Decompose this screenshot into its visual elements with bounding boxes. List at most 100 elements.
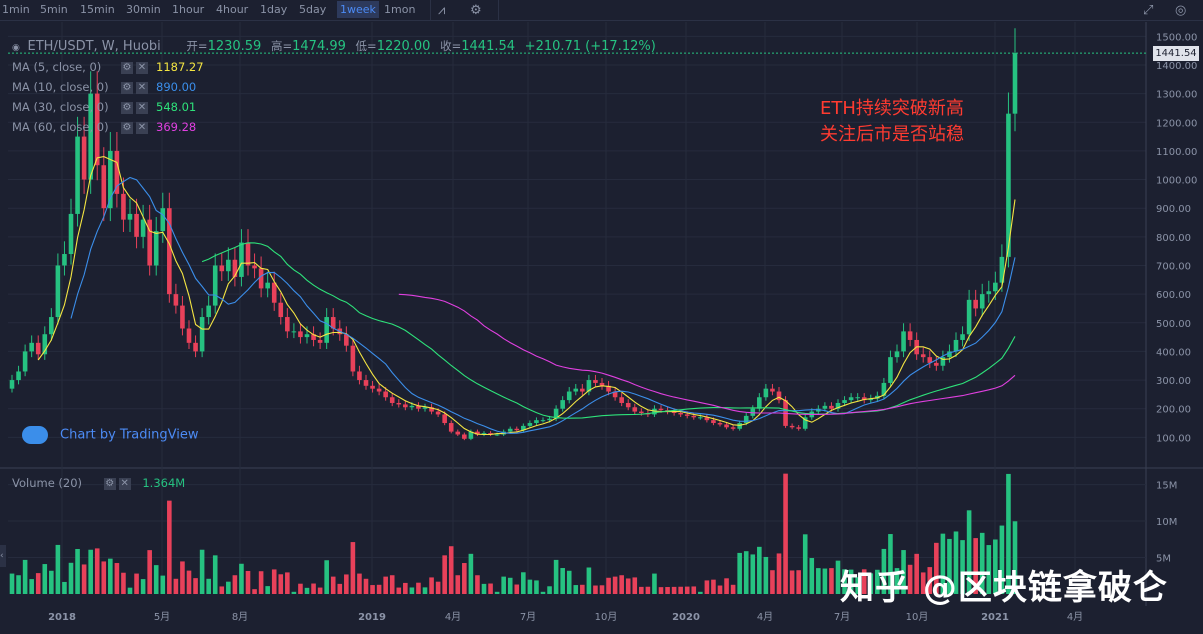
symbol-collapse-icon[interactable]: ◉: [12, 43, 20, 53]
timeframe-1day[interactable]: 1day: [260, 3, 288, 16]
volume-bar: [409, 587, 415, 594]
volume-bar: [127, 587, 133, 594]
volume-tick-label: 5M: [1156, 554, 1171, 565]
timeframe-1mon[interactable]: 1mon: [384, 3, 416, 16]
candle: [193, 342, 198, 352]
candle: [829, 405, 834, 409]
volume-bar: [298, 583, 303, 594]
timeframe-toolbar: 1min 5min 15min 30min 1hour 4hour 1day 5day 1wee…: [0, 0, 1203, 21]
volume-bar: [186, 570, 192, 594]
candle: [468, 431, 474, 439]
candle: [285, 317, 290, 332]
volume-bar: [311, 583, 316, 594]
volume-bar: [534, 580, 539, 594]
volume-bar: [901, 550, 906, 594]
settings-icon[interactable]: ⚙: [470, 3, 482, 18]
candle: [219, 265, 225, 272]
volume-bar: [173, 578, 179, 594]
close-icon[interactable]: ✕: [136, 101, 148, 114]
volume-bar: [907, 564, 913, 594]
time-tick-label: 4月: [445, 611, 461, 623]
settings-icon[interactable]: ⚙: [121, 101, 133, 114]
candle: [389, 397, 395, 403]
volume-bar: [527, 579, 533, 594]
candle: [684, 414, 690, 416]
timeframe-30min[interactable]: 30min: [126, 3, 161, 16]
candle: [521, 425, 526, 431]
timeframe-1week[interactable]: 1week: [337, 1, 379, 18]
volume-bar: [108, 558, 113, 594]
indicator-icon[interactable]: ⩘: [438, 3, 446, 18]
candle: [416, 405, 421, 409]
volume-bar: [245, 570, 251, 594]
volume-bar: [625, 578, 631, 594]
time-tick-label: 8月: [232, 611, 248, 623]
volume-bar: [337, 583, 343, 594]
settings-icon[interactable]: ⚙: [121, 81, 133, 94]
volume-bar: [403, 582, 408, 594]
settings-icon[interactable]: ⚙: [103, 477, 116, 490]
candle: [49, 317, 54, 335]
settings-icon[interactable]: ⚙: [121, 121, 133, 134]
volume-bar: [265, 586, 270, 594]
volume-bar: [350, 542, 356, 594]
timeframe-4hour[interactable]: 4hour: [216, 3, 249, 16]
close-icon[interactable]: ✕: [136, 121, 148, 134]
candle: [606, 385, 611, 392]
volume-bar: [324, 560, 329, 594]
candle: [861, 397, 867, 401]
candle: [632, 407, 638, 412]
candle: [108, 150, 113, 209]
high-label: 高=: [270, 39, 293, 53]
tradingview-logo[interactable]: Chart by TradingView: [22, 426, 198, 444]
volume-bar: [711, 579, 716, 594]
volume-bar: [743, 551, 749, 594]
candle: [186, 328, 192, 343]
volume-bar: [573, 585, 579, 594]
ma-value: 1187.27: [156, 60, 204, 74]
collapse-handle[interactable]: ‹: [0, 545, 6, 567]
volume-bar: [435, 581, 441, 594]
volume-bar: [121, 572, 126, 594]
time-tick-label: 2020: [672, 612, 700, 623]
fullscreen-icon[interactable]: ⤢: [1143, 3, 1154, 18]
timeframe-1min[interactable]: 1min: [2, 3, 30, 16]
volume-bar: [514, 584, 520, 594]
symbol-header: ◉ ETH/USDT, W, Huobi 开=1230.59 高=1474.99…: [12, 38, 656, 54]
volume-bar: [934, 542, 939, 594]
close-icon[interactable]: ✕: [136, 81, 148, 94]
volume-bar: [809, 558, 815, 594]
annotation-line-1: ETH持续突破新高: [820, 98, 964, 119]
volume-bar: [317, 587, 323, 594]
timeframe-15min[interactable]: 15min: [80, 3, 115, 16]
volume-bar: [212, 555, 218, 594]
settings-icon[interactable]: ⚙: [121, 61, 133, 74]
time-tick-label: 5月: [154, 611, 170, 623]
volume-bar: [829, 568, 834, 594]
volume-bar: [376, 584, 382, 594]
candle: [304, 334, 310, 338]
time-tick-label: 2018: [48, 612, 76, 623]
timeframe-1hour[interactable]: 1hour: [172, 3, 205, 16]
timeframe-5day[interactable]: 5day: [299, 3, 327, 16]
volume-bar: [566, 570, 572, 594]
watermark: 知乎 @区块链拿破仑: [840, 568, 1168, 608]
candle: [757, 397, 762, 409]
candle: [350, 345, 356, 372]
time-tick-label: 10月: [906, 611, 929, 623]
close-icon[interactable]: ✕: [136, 61, 148, 74]
timeframe-5min[interactable]: 5min: [40, 3, 68, 16]
candle: [22, 351, 28, 372]
volume-bar: [632, 577, 638, 594]
ma-label: MA (60, close, 0): [12, 120, 109, 134]
screenshot-icon[interactable]: ◎: [1175, 3, 1187, 18]
volume-bar: [848, 569, 854, 594]
candle: [999, 256, 1005, 283]
close-icon[interactable]: ✕: [118, 477, 131, 490]
candle: [121, 193, 126, 220]
candle: [252, 265, 257, 269]
candle: [724, 424, 729, 428]
candle: [448, 423, 454, 432]
volume-bar: [894, 568, 900, 594]
candle: [324, 317, 329, 343]
